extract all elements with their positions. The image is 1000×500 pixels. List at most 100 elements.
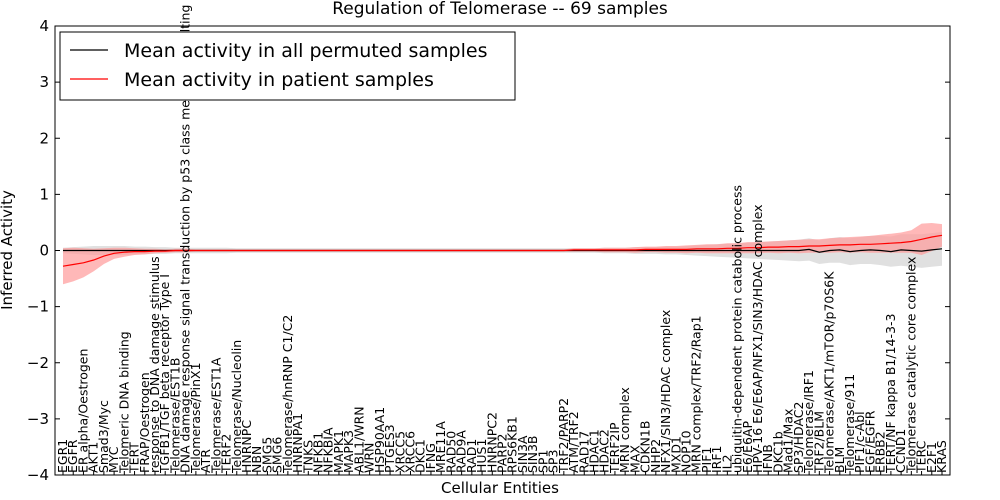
x-tick-label: FRAP/Oestrogen xyxy=(137,372,152,473)
x-tick-label: PIF1/c-Abl xyxy=(852,411,867,473)
x-tick-label: NOP10 xyxy=(678,430,693,473)
y-axis-label: Inferred Activity xyxy=(0,190,16,310)
x-tick-label: EGFR xyxy=(65,439,80,473)
x-tick-label: Telomeric DNA binding xyxy=(116,331,131,474)
x-tick-label: Smad3/Myc xyxy=(96,400,111,473)
x-tick-label: SP3/HDAC2 xyxy=(791,402,806,473)
x-tick-label: HPV-16 E6/E6AP/NFX1/SIN3/HDAC complex xyxy=(750,204,765,473)
chart-title: Regulation of Telomerase -- 69 samples xyxy=(332,0,668,19)
x-tick-label: PIF1 xyxy=(699,447,714,473)
x-tick-label: Telomerase/IRF1 xyxy=(801,370,816,474)
x-tick-label: ABL1/WRN xyxy=(351,406,366,473)
x-tick-label: ER alpha/Oestrogen xyxy=(75,349,90,473)
x-tick-label: MAPK3 xyxy=(341,430,356,473)
x-tick-label: ERBB2 xyxy=(873,431,888,473)
x-tick-label: NFKBIA xyxy=(321,427,336,473)
x-tick-label: Telomerase/EST1B xyxy=(167,358,182,474)
x-tick-label: MRN complex xyxy=(617,387,632,473)
x-tick-label: IL2 xyxy=(719,454,734,473)
x-tick-label: AKT1 xyxy=(86,442,101,473)
x-tick-label: TERF2IP xyxy=(607,422,622,474)
x-tick-label: E2F1 xyxy=(924,442,939,473)
y-tick-label: −4 xyxy=(27,466,49,484)
y-tick-label: 3 xyxy=(39,73,49,91)
x-tick-label: TRF2/BLM xyxy=(811,411,826,474)
x-tick-label: WRN xyxy=(362,443,377,473)
legend: Mean activity in all permuted samples Me… xyxy=(59,31,516,101)
x-tick-label: RPS6KB1 xyxy=(505,416,520,473)
x-tick-label: MAX xyxy=(627,445,642,473)
x-tick-label: TERC xyxy=(914,440,929,474)
x-tick-label: HSP90AA1 xyxy=(372,407,387,473)
x-tick-label: DNA damage response signal transduction … xyxy=(178,0,193,473)
x-tick-label: HUS1 xyxy=(474,439,489,473)
x-tick-label: Telomerase/PinX1 xyxy=(188,362,203,474)
x-tick-label: Telomerase/EST1A xyxy=(208,357,223,474)
x-tick-label: TNKS xyxy=(300,440,315,474)
x-tick-label: TRF2/PARP2 xyxy=(556,398,571,474)
x-tick-label: DKC1 xyxy=(413,439,428,473)
x-tick-label: HDAC2 xyxy=(597,429,612,473)
x-tick-label: TGFB1/TGF beta receptor Type I xyxy=(157,274,172,474)
x-tick-label: IFNB xyxy=(760,444,775,473)
x-tick-label: HNRNPC2 xyxy=(484,412,499,473)
x-tick-label: SMG5 xyxy=(259,437,274,473)
y-tick-label: 4 xyxy=(39,17,49,35)
x-tick-label: ATM/TRF2 xyxy=(566,411,581,473)
x-tick-label: PTGES3 xyxy=(382,424,397,473)
x-tick-label: E6/E6AP xyxy=(740,421,755,473)
x-tick-label: SP3 xyxy=(546,450,561,473)
x-tick-label: ATR xyxy=(198,449,213,473)
x-tick-label: HNRNPC xyxy=(239,420,254,473)
x-tick-label: EGR1 xyxy=(55,439,70,473)
x-tick-label: RAD50 xyxy=(443,431,458,473)
plot-frame xyxy=(54,25,951,476)
legend-box xyxy=(59,31,516,101)
x-tick-label: MXD1 xyxy=(668,436,683,473)
x-tick-label: NFKB1 xyxy=(311,432,326,473)
x-tick-label: XRCC6 xyxy=(403,431,418,473)
x-tick-label: SIN3A xyxy=(515,435,530,473)
x-tick-label: Telomerase/hnRNP C1/C2 xyxy=(280,315,295,474)
x-tick-label: BLM xyxy=(832,447,847,473)
x-tick-label: CCND1 xyxy=(893,429,908,473)
x-tick-label: HDAC1 xyxy=(586,429,601,473)
x-tick-label: TERT xyxy=(127,442,142,474)
x-tick-label: response to DNA damage stimulus xyxy=(147,256,162,473)
y-tick-label: 2 xyxy=(39,129,49,147)
y-tick-label: 1 xyxy=(39,185,49,203)
x-tick-label: MRN complex/TRF2/Rap1 xyxy=(689,315,704,473)
x-tick-label: SMG6 xyxy=(270,437,285,473)
x-tick-label: MAPK1 xyxy=(331,430,346,473)
x-tick-label: TERT/NF kappa B1/14-3-3 xyxy=(883,314,898,474)
legend-label-patient: Mean activity in patient samples xyxy=(124,69,434,91)
x-tick-label: XRCC5 xyxy=(392,431,407,473)
x-tick-label: EGF/EGFR xyxy=(862,410,877,473)
x-tick-label: RAD1 xyxy=(464,439,479,473)
x-tick-label: SP1 xyxy=(535,450,550,473)
x-tick-label: IFNG xyxy=(423,443,438,473)
x-tick-label: PARP2 xyxy=(495,434,510,473)
x-tick-label: DKC1b xyxy=(770,431,785,473)
x-tick-label: RAD17 xyxy=(576,431,591,473)
line-series-1 xyxy=(62,234,943,267)
x-tick-label: RAD9A xyxy=(454,430,469,473)
x-tick-label: MRE11A xyxy=(433,421,448,473)
legend-label-permuted: Mean activity in all permuted samples xyxy=(124,40,487,62)
x-tick-label: NHP2 xyxy=(648,439,663,473)
x-tick-label: Telomerase catalytic core complex xyxy=(903,257,918,474)
y-tick-label: −2 xyxy=(27,354,49,372)
x-tick-label: Telomerase/Nucleolin xyxy=(229,340,244,474)
y-tick-label: −1 xyxy=(27,298,49,316)
x-tick-label: TERF2 xyxy=(219,434,234,474)
x-tick-label: Telomerase/AKT1/mTOR/p70S6K xyxy=(822,271,837,474)
x-tick-label: NBN xyxy=(249,446,264,473)
x-tick-label: SIN3B xyxy=(525,436,540,474)
y-axis-ticks: −4 −3 −2 −1 0 1 2 3 4 xyxy=(27,17,950,484)
x-tick-label: HNRNPA1 xyxy=(290,413,305,473)
y-tick-label: 0 xyxy=(39,242,49,260)
x-axis-label: Cellular Entities xyxy=(441,479,559,497)
y-tick-label: −3 xyxy=(27,410,49,428)
